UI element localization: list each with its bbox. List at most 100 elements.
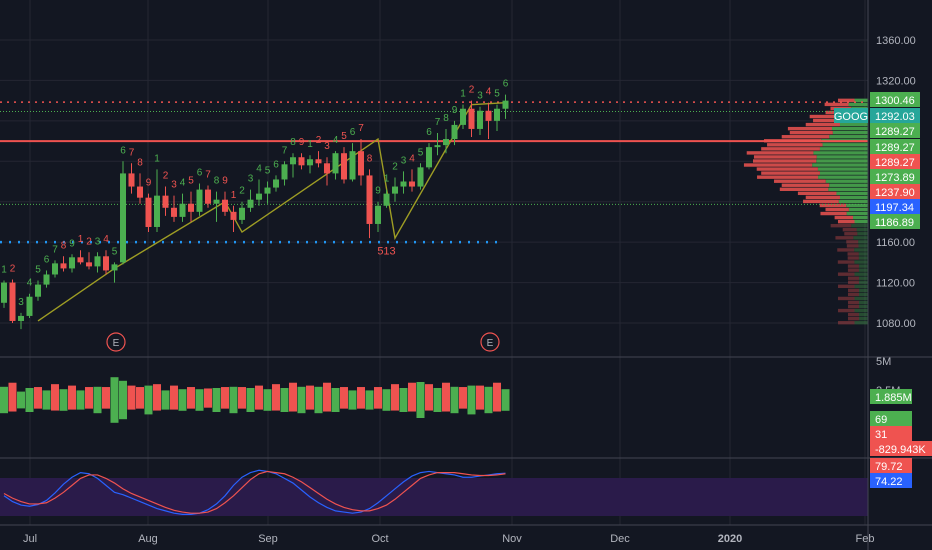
- price-axis[interactable]: 1360.00 1320.00 1160.00 1120.00 1080.00 1300.…: [834, 35, 932, 488]
- price-label: 1289.27: [875, 157, 915, 169]
- td-count: 1: [460, 89, 466, 100]
- candle-body: [162, 195, 169, 208]
- price-tick: 1360.00: [876, 35, 916, 47]
- stoch-k-line: [3, 469, 506, 515]
- td-count: 5: [112, 246, 118, 257]
- volume-bar-up: [467, 385, 476, 415]
- td-count: 5: [341, 131, 347, 142]
- candlesticks[interactable]: [1, 94, 509, 330]
- td-count: 7: [129, 147, 135, 158]
- profile-bar-down: [743, 163, 813, 167]
- candle-body: [392, 186, 398, 194]
- volume-bar-up: [17, 391, 25, 409]
- candle-body: [426, 147, 432, 168]
- profile-bar-down: [848, 316, 859, 321]
- volume-label-bg: [870, 389, 912, 404]
- td-count: 4: [180, 178, 186, 189]
- volume-bar-up: [119, 380, 127, 420]
- time-axis[interactable]: Jul Aug Sep Oct Nov Dec 2020 Feb: [23, 533, 875, 545]
- stochastic-pane[interactable]: [0, 469, 868, 516]
- volume-bar-down: [476, 385, 484, 410]
- volume-bar-up: [161, 390, 170, 410]
- volume-bar-up: [76, 390, 85, 410]
- candle-body: [375, 205, 381, 224]
- volume-bar-down: [102, 387, 110, 409]
- profile-bar-up: [839, 122, 868, 127]
- td-count: 5: [265, 166, 271, 177]
- profile-bar-down: [813, 118, 844, 123]
- profile-bar-up: [848, 102, 868, 107]
- profile-bar-up: [858, 304, 868, 309]
- profile-bar-up: [812, 163, 868, 167]
- volume-bar-down: [391, 384, 399, 411]
- td-count: 5: [188, 176, 194, 187]
- zigzag-lines: [37, 101, 506, 322]
- profile-bar-down: [835, 236, 854, 240]
- price-label-bg: [870, 184, 920, 199]
- volume-bar-down: [289, 382, 297, 412]
- volume-bar-down: [442, 382, 450, 412]
- td-count: 9: [69, 238, 75, 249]
- profile-bar-down: [847, 300, 859, 305]
- td-count: 3: [477, 91, 483, 102]
- td-count: 1: [78, 234, 84, 245]
- price-label-bg: [870, 169, 920, 184]
- volume-pane[interactable]: [0, 377, 510, 423]
- volume-bar-up: [144, 385, 153, 415]
- profile-bar-up: [819, 147, 868, 151]
- profile-bar-up: [825, 179, 868, 183]
- candle-body: [26, 296, 33, 316]
- profile-bar-down: [781, 135, 830, 139]
- horizontal-levels: [0, 101, 868, 244]
- price-label-bg: [870, 123, 920, 138]
- volume-bar-up: [0, 386, 8, 414]
- price-label-bg: [870, 92, 920, 107]
- profile-bar-up: [852, 215, 868, 220]
- candle-body: [443, 139, 449, 146]
- candle-body: [256, 193, 262, 200]
- profile-bar-down: [837, 296, 855, 301]
- td-count: 7: [358, 123, 364, 134]
- volume-bar-down: [68, 385, 76, 410]
- price-label: 1292.03: [875, 111, 915, 123]
- profile-bar-up: [816, 159, 868, 163]
- volume-bar-up: [93, 386, 102, 414]
- price-label-bg: [870, 199, 920, 214]
- volume-bar-down: [127, 385, 136, 410]
- price-label-bg: [870, 108, 920, 123]
- earnings-marker-label: E: [487, 338, 494, 349]
- td-count: 6: [273, 159, 279, 170]
- profile-bar-down: [787, 126, 832, 131]
- profile-bar-up: [859, 316, 868, 321]
- volume-label: 69: [875, 414, 887, 426]
- profile-bar-down: [837, 308, 855, 313]
- profile-bar-up: [836, 191, 868, 196]
- profile-bar-up: [858, 268, 868, 272]
- candle-body: [298, 157, 305, 166]
- stoch-label: 74.22: [875, 476, 903, 488]
- profile-bar-down: [746, 151, 814, 155]
- stoch-label-bg: [870, 458, 912, 473]
- volume-bar-up: [25, 388, 34, 412]
- candle-body: [417, 167, 424, 187]
- candle-body: [103, 256, 109, 271]
- profile-bar-up: [818, 175, 868, 179]
- price-tick: 1320.00: [876, 75, 916, 87]
- time-tick: Aug: [138, 533, 158, 545]
- profile-bar-up: [817, 167, 868, 171]
- volume-label-bg: [870, 441, 932, 456]
- candle-body: [247, 199, 254, 208]
- td-count: 4: [409, 153, 415, 164]
- volume-bar-down: [255, 385, 263, 410]
- candle-body: [145, 197, 152, 227]
- profile-bar-up: [858, 240, 868, 244]
- profile-bar-down: [779, 187, 829, 191]
- td-count: 5: [418, 147, 424, 158]
- td-count: 5: [494, 89, 500, 100]
- price-tick: 1160.00: [876, 237, 915, 249]
- profile-bar-down: [837, 284, 855, 289]
